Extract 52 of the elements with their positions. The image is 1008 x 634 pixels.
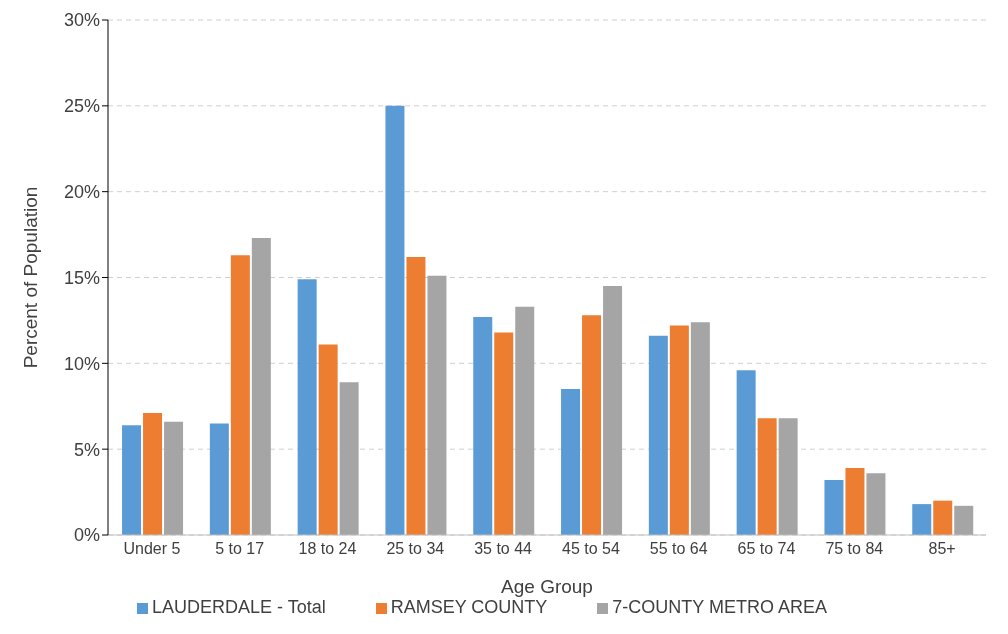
y-tick-label: 10% [63,353,100,374]
bar [406,256,426,535]
bar [494,332,514,535]
y-tick-label: 15% [63,267,100,288]
legend-label: 7-COUNTY METRO AREA [612,597,828,617]
x-tick-label: 85+ [928,540,956,558]
bar [209,423,229,535]
bar [339,382,359,535]
bar [582,315,602,535]
x-tick-label: 75 to 84 [825,540,884,558]
bar [736,370,756,535]
y-tick-label: 25% [63,96,100,117]
x-tick-label: 35 to 44 [474,540,533,558]
y-tick-label: 5% [73,439,100,460]
bar [230,255,250,535]
bar [778,418,798,535]
x-tick-label: Under 5 [123,540,181,558]
bar [164,421,184,535]
y-tick-label: 0% [73,525,100,546]
bar [143,413,163,535]
bar [251,238,271,535]
x-tick-label: 45 to 54 [561,540,620,558]
bar [122,425,142,535]
x-tick-label: 5 to 17 [215,540,265,558]
x-tick-label: 18 to 24 [298,540,357,558]
bar [515,306,535,535]
bar [473,316,493,535]
bar [603,286,623,535]
bar [866,473,886,535]
bar [824,480,844,535]
bar [954,505,974,535]
bar [297,279,317,535]
bar [933,500,953,535]
y-tick-label: 20% [63,182,100,203]
x-tick-label: 25 to 34 [386,540,445,558]
bar [669,325,689,535]
bar [427,275,447,535]
legend-label: RAMSEY COUNTY [390,597,548,617]
bar [385,105,405,535]
x-tick-label: 55 to 64 [649,540,708,558]
bar [561,389,581,535]
bar [690,322,710,535]
y-tick-label: 30% [63,10,100,31]
y-axis-title: Percent of Population [19,186,41,369]
bar [912,504,932,535]
x-axis-title: Age Group [501,576,593,597]
bar [757,418,777,535]
legend-label: LAUDERDALE - Total [151,597,326,617]
bar [845,468,865,535]
x-tick-label: 65 to 74 [737,540,796,558]
bar [648,335,668,535]
bar [318,344,338,535]
